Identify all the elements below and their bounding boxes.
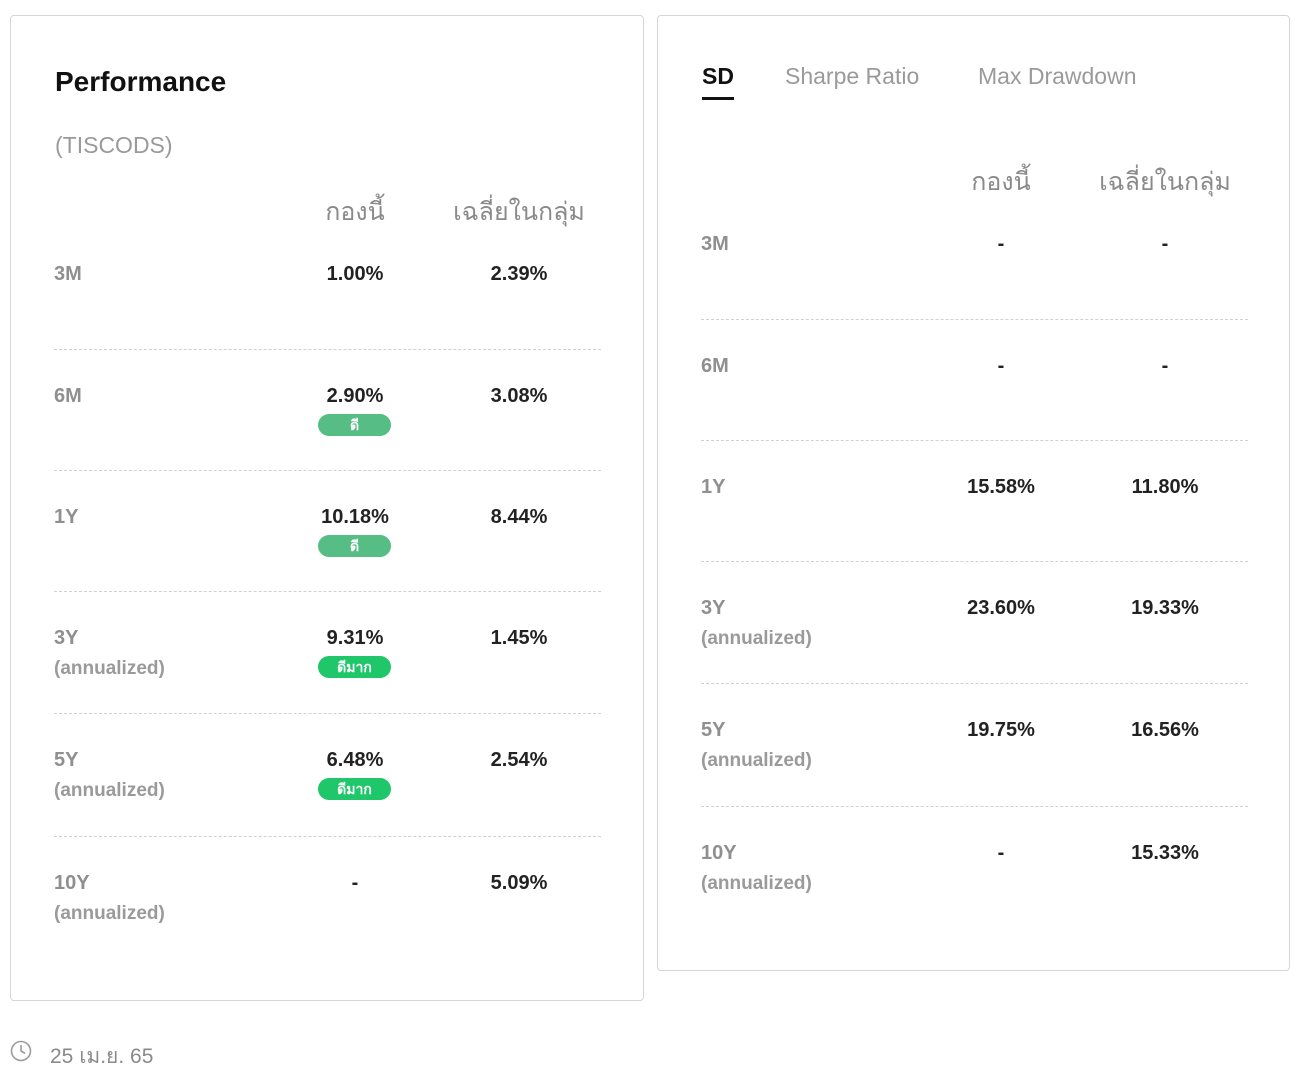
period-sublabel: (annualized) [701,873,812,894]
group-average-value: - [1161,233,1169,255]
period-sublabel: (annualized) [701,628,812,649]
fund-sd-value: 23.60% [967,597,1035,619]
period-label: 10Y [701,842,737,864]
fund-sd-value: - [997,355,1005,377]
group-average-value: 2.54% [490,749,548,771]
rating-badge: ดีมาก [318,778,391,800]
column-header-group-average: เฉลี่ยในกลุ่ม [1099,168,1231,196]
period-label: 10Y [54,872,90,894]
period-sublabel: (annualized) [701,750,812,771]
period-sublabel: (annualized) [54,780,165,801]
period-label: 3Y [54,627,79,649]
risk-card: SD Sharpe Ratio Max Drawdown กองนี้ เฉลี… [657,15,1290,971]
fund-return-value: 1.00% [326,263,384,285]
table-row: 10Y (annualized) - 15.33% [701,806,1248,927]
group-average-value: 8.44% [490,506,548,528]
tab-sd[interactable]: SD [702,63,734,100]
performance-card: Performance (TISCODS) กองนี้ เฉลี่ยในกลุ… [10,15,644,1001]
table-row: 3Y (annualized) 9.31% ดีมาก 1.45% [54,591,601,712]
period-label: 3M [701,233,729,255]
fund-return-value: 2.90% [326,385,384,407]
tab-sharpe-ratio[interactable]: Sharpe Ratio [785,63,920,89]
rating-badge: ดี [318,535,391,557]
period-label: 6M [701,355,729,377]
table-row: 1Y 15.58% 11.80% [701,440,1248,561]
rating-badge: ดี [318,414,391,436]
clock-icon [10,1040,32,1067]
column-header-fund: กองนี้ [325,198,385,226]
period-sublabel: (annualized) [54,658,165,679]
fund-code: (TISCODS) [55,132,173,158]
fund-return-value: 6.48% [326,749,384,771]
tab-max-drawdown[interactable]: Max Drawdown [978,63,1137,89]
group-average-value: 5.09% [490,872,548,894]
fund-return-value: - [351,872,359,894]
table-row: 3M 1.00% 2.39% [54,228,601,349]
group-average-value: 11.80% [1131,476,1199,498]
group-average-value: 1.45% [490,627,548,649]
group-average-value: 15.33% [1131,842,1199,864]
table-row: 10Y (annualized) - 5.09% [54,836,601,957]
table-row: 5Y (annualized) 6.48% ดีมาก 2.54% [54,713,601,834]
column-header-group-average: เฉลี่ยในกลุ่ม [453,198,585,226]
period-label: 3M [54,263,82,285]
performance-title: Performance [55,66,227,97]
fund-sd-value: 19.75% [967,719,1035,741]
fund-sd-value: - [997,842,1005,864]
fund-return-value: 9.31% [326,627,384,649]
column-header-fund: กองนี้ [971,168,1031,196]
table-row: 3M - - [701,198,1248,319]
period-label: 1Y [54,506,79,528]
table-row: 6M 2.90% ดี 3.08% [54,349,601,470]
period-label: 3Y [701,597,726,619]
period-label: 5Y [701,719,726,741]
table-row: 5Y (annualized) 19.75% 16.56% [701,683,1248,804]
period-label: 1Y [701,476,726,498]
group-average-value: - [1161,355,1169,377]
fund-sd-value: - [997,233,1005,255]
rating-badge: ดีมาก [318,656,391,678]
table-row: 1Y 10.18% ดี 8.44% [54,470,601,591]
fund-sd-value: 15.58% [967,476,1035,498]
table-row: 6M - - [701,319,1248,440]
group-average-value: 19.33% [1131,597,1199,619]
group-average-value: 2.39% [490,263,548,285]
period-label: 6M [54,385,82,407]
table-row: 3Y (annualized) 23.60% 19.33% [701,561,1248,682]
last-updated: 25 เม.ย. 65 [10,1036,410,1068]
group-average-value: 16.56% [1131,719,1199,741]
group-average-value: 3.08% [490,385,548,407]
fund-return-value: 10.18% [321,506,389,528]
last-updated-date: 25 เม.ย. 65 [50,1045,154,1068]
period-label: 5Y [54,749,79,771]
period-sublabel: (annualized) [54,903,165,924]
